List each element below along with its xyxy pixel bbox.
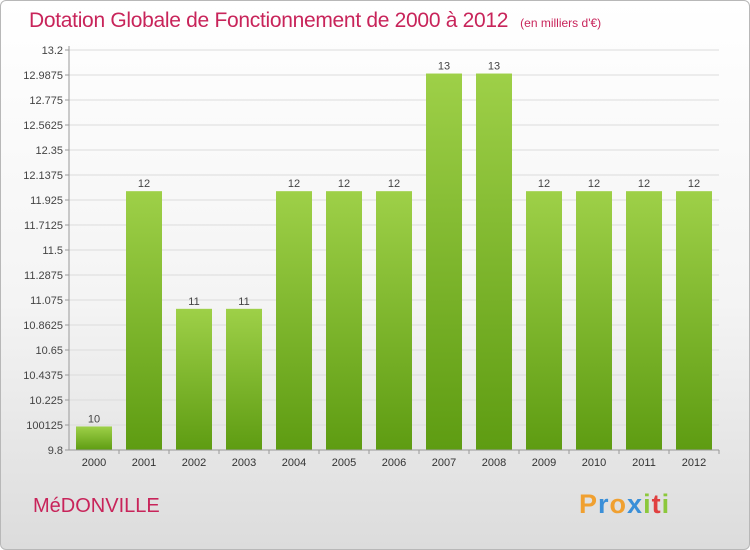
y-tick-label: 13.2 (42, 45, 63, 57)
bar-value-label: 10 (88, 413, 100, 425)
bar-2012 (676, 191, 712, 451)
y-tick-label: 10.225 (29, 395, 63, 407)
bar-value-label: 12 (638, 178, 650, 190)
y-axis-ticks: 9.8 100125 10.225 10.4375 10.65 10.8625 11.075… (23, 45, 69, 457)
bar-value-label: 11 (238, 296, 249, 308)
logo-letter: o (609, 489, 628, 519)
bar-value-label: 12 (688, 178, 700, 190)
y-tick-label: 12.35 (35, 145, 63, 157)
bar-value-label: 12 (288, 178, 300, 190)
bar-value-label: 12 (538, 178, 550, 190)
bar-2008 (476, 73, 512, 450)
x-tick-label: 2008 (482, 457, 506, 469)
x-tick-label: 2004 (282, 457, 306, 469)
bar-value-label: 13 (488, 61, 500, 73)
chart-subtitle: (en milliers d'€) (520, 16, 602, 30)
bar-2004 (276, 191, 312, 451)
y-tick-label: 11.2875 (24, 270, 63, 282)
y-tick-label: 11.925 (30, 195, 63, 207)
y-tick-label: 12.1375 (23, 170, 63, 182)
bar-2001 (126, 191, 162, 451)
x-tick-label: 2003 (232, 457, 256, 469)
x-tick-label: 2011 (632, 457, 656, 469)
bar-2005 (326, 191, 362, 451)
y-tick-label: 11.075 (30, 295, 63, 307)
bar-2007 (426, 73, 462, 450)
bar-value-label: 12 (338, 178, 350, 190)
y-tick-label: 12.775 (29, 95, 63, 107)
x-tick-label: 2009 (532, 457, 556, 469)
logo-letter: r (598, 489, 610, 519)
bar-value-label: 12 (388, 178, 400, 190)
y-tick-label: 9.8 (48, 445, 63, 457)
x-tick-label: 2006 (382, 457, 406, 469)
bar-2003 (226, 308, 262, 450)
bar-2002 (176, 308, 212, 450)
bar-value-label: 12 (588, 178, 600, 190)
logo-letter: t (651, 489, 662, 519)
y-tick-label: 12.9875 (23, 70, 63, 82)
x-tick-label: 2005 (332, 457, 356, 469)
bar-value-label: 12 (138, 178, 150, 190)
proxiti-logo: Proxiti (579, 489, 670, 520)
commune-name: MéDONVILLE (33, 495, 160, 517)
logo-letter: x (627, 489, 644, 519)
logo-letter: P (579, 489, 599, 519)
bar-2010 (576, 191, 612, 451)
logo-letter: i (661, 489, 671, 519)
bars: 10 12 11 11 12 12 12 13 13 12 12 12 12 (76, 61, 712, 451)
y-tick-label: 10.8625 (23, 320, 63, 332)
x-tick-label: 2010 (582, 457, 606, 469)
y-tick-label: 12.5625 (23, 120, 63, 132)
bar-2009 (526, 191, 562, 451)
x-tick-label: 2007 (432, 457, 456, 469)
chart-title: Dotation Globale de Fonctionnement de 20… (29, 9, 601, 33)
x-tick-label: 2002 (182, 457, 206, 469)
bar-2011 (626, 191, 662, 451)
y-tick-label: 100125 (26, 420, 63, 432)
bar-2006 (376, 191, 412, 451)
y-tick-label: 10.4375 (23, 370, 63, 382)
bar-2000 (76, 426, 112, 450)
x-tick-label: 2001 (132, 457, 156, 469)
logo-letter: i (643, 489, 652, 519)
x-axis-ticks: 2000 2001 2002 2003 2004 2005 2006 2007 2008 2009… (82, 450, 720, 469)
x-tick-label: 2000 (82, 457, 106, 469)
y-tick-label: 11.7125 (24, 220, 63, 232)
y-tick-label: 10.65 (35, 345, 63, 357)
bar-value-label: 13 (438, 61, 450, 73)
bar-value-label: 11 (188, 296, 199, 308)
axes (68, 46, 719, 451)
chart-title-text: Dotation Globale de Fonctionnement de 20… (29, 9, 509, 32)
y-tick-label: 11.5 (42, 245, 63, 257)
x-tick-label: 2012 (682, 457, 706, 469)
